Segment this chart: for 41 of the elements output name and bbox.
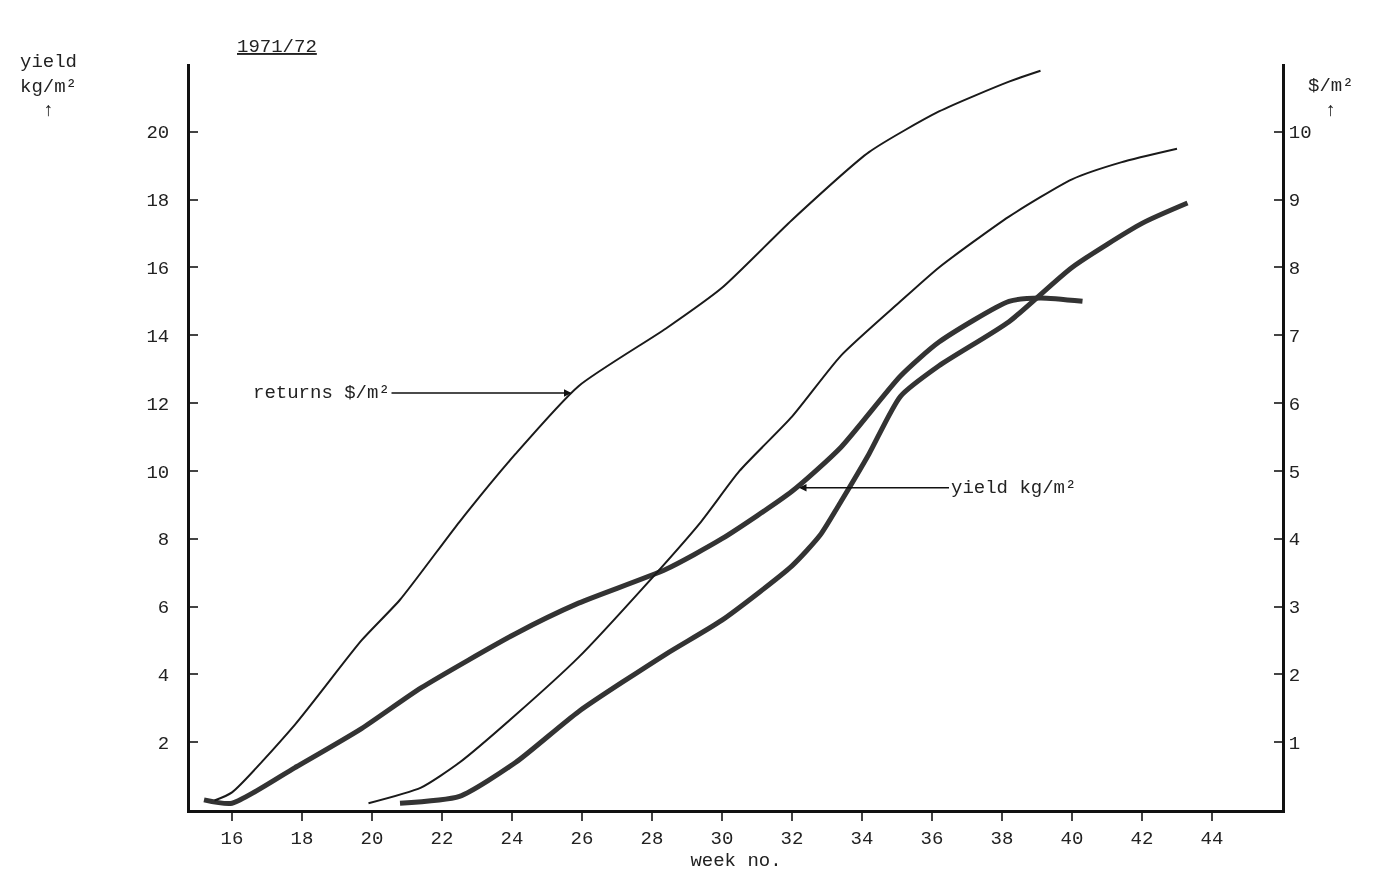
x-tick-label: 28 [640,827,664,850]
y-tick-label: 14 [146,325,170,348]
x-tick-label: 30 [710,827,734,850]
y2-tick-label: 9 [1288,190,1301,213]
chart-title: 1971/72 [237,36,317,58]
x-axis-title: week no. [690,849,782,872]
x-tick-label: 34 [850,827,874,850]
x-tick-label: 38 [990,827,1014,850]
y-tick-label: 16 [146,258,170,281]
y-tick-label: 20 [146,122,170,145]
y2-tick-label: 8 [1288,258,1301,281]
annotation: returns $/m² [253,382,390,404]
annotation: yield kg/m² [951,477,1077,499]
y-tick-label: 18 [146,190,170,213]
y2-tick-label: 5 [1288,461,1301,484]
x-tick-label: 40 [1060,827,1084,850]
x-tick-label: 20 [360,827,384,850]
y2-axis-title: $/m² ↑ [1308,75,1354,122]
y-tick-label: 6 [157,597,170,620]
y-tick-label: 8 [157,529,170,552]
x-tick-label: 18 [290,827,314,850]
y-axis-title: yield kg/m² ↑ [20,51,78,123]
y-tick-label: 12 [146,393,170,416]
y2-tick-label: 2 [1288,665,1301,688]
x-tick-label: 26 [570,827,594,850]
x-tick-label: 42 [1130,827,1154,850]
y2-tick-label: 6 [1288,393,1301,416]
x-tick-label: 36 [920,827,944,850]
y-tick-label: 2 [157,732,170,755]
x-tick-label: 44 [1200,827,1224,850]
y2-tick-label: 4 [1288,529,1301,552]
y2-tick-label: 1 [1288,732,1301,755]
x-tick-label: 22 [430,827,454,850]
y-tick-label: 4 [157,665,170,688]
x-tick-label: 16 [220,827,244,850]
y2-tick-label: 10 [1288,122,1312,145]
y2-tick-label: 3 [1288,597,1301,620]
y2-tick-label: 7 [1288,325,1301,348]
x-tick-label: 24 [500,827,524,850]
x-tick-label: 32 [780,827,804,850]
y-tick-label: 10 [146,461,170,484]
